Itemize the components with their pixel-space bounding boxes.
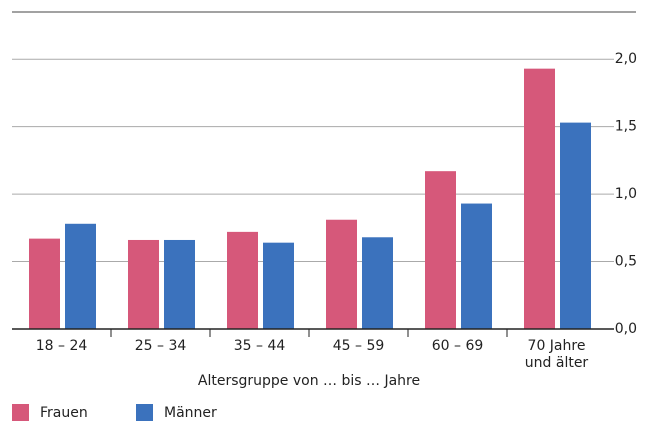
x-tick-label-line: und älter	[525, 355, 589, 371]
x-tick-label: 18 – 24	[36, 338, 88, 354]
bar	[524, 68, 555, 329]
y-tick-label: 0,5	[615, 254, 637, 270]
x-tick-label-line: 70 Jahre	[528, 338, 586, 354]
bar	[326, 219, 357, 329]
bar	[29, 238, 60, 329]
bar	[362, 237, 393, 329]
x-tick-label: 35 – 44	[234, 338, 286, 354]
legend-label: Männer	[164, 405, 217, 421]
legend-swatch	[136, 404, 153, 421]
legend-label: Frauen	[40, 405, 88, 421]
x-tick-label: 60 – 69	[432, 338, 484, 354]
x-tick-label: 25 – 34	[135, 338, 187, 354]
legend-swatch	[12, 404, 29, 421]
y-tick-label: 2,0	[615, 51, 637, 67]
bar	[263, 242, 294, 329]
bar	[128, 239, 159, 329]
bar	[560, 122, 591, 329]
bar	[461, 203, 492, 329]
bar	[227, 231, 258, 329]
x-tick-label: 45 – 59	[333, 338, 385, 354]
x-axis-title: Altersgruppe von … bis … Jahre	[198, 373, 420, 389]
x-tick-label: 70 Jahre und älter	[525, 338, 589, 371]
y-tick-label: 1,5	[615, 119, 637, 135]
bar	[65, 223, 96, 329]
y-tick-label: 1,0	[615, 186, 637, 202]
bar	[425, 171, 456, 329]
bar	[164, 239, 195, 329]
y-tick-label: 0,0	[615, 321, 637, 337]
